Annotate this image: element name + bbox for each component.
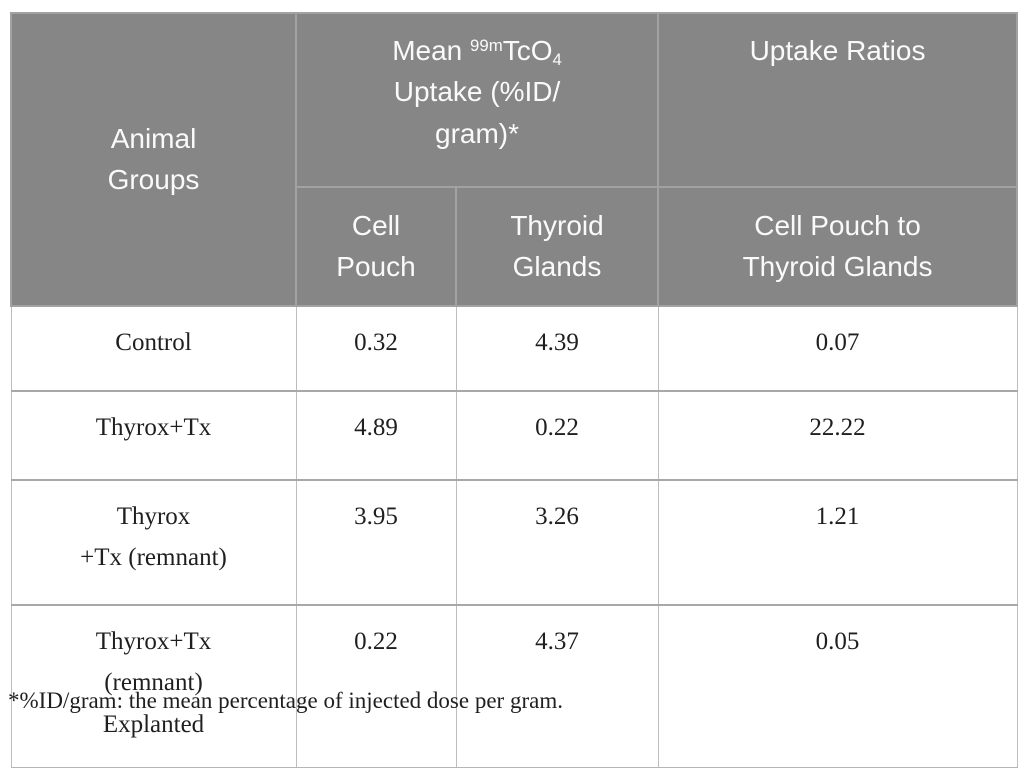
mean-uptake-line-3: gram)* [435,117,520,149]
uptake-table-figure: Animal Groups Mean 99mTcO4 Uptake (%ID/ … [10,12,1019,768]
col-header-thyroid-glands: Thyroid Glands [454,186,660,307]
uptake-ratio-value: 1.21 [657,479,1018,606]
table-row-thyrox-tx: Thyrox+Tx 4.89 0.22 22.22 [10,390,1018,481]
group-label: Control [10,305,297,392]
group-label: Thyrox+Tx (remnant) Explanted [10,604,297,768]
header-row-2: Cell Pouch Thyroid Glands Cell Pouch to … [11,186,1019,307]
thyroid-glands-value: 4.37 [455,604,659,768]
mean-uptake-line-1: Mean 99mTcO4 [303,30,651,71]
table-row-thyrox-tx-remnant: Thyrox +Tx (remnant) 3.95 3.26 1.21 [10,479,1018,606]
table-row-control: Control 0.32 4.39 0.07 [10,305,1018,392]
cell-pouch-value: 3.95 [295,479,457,606]
col-header-uptake-ratios: Uptake Ratios [657,12,1019,188]
table-footnote: *%ID/gram: the mean percentage of inject… [8,688,563,713]
mean-uptake-prefix: Mean [392,35,471,66]
cell-pouch-value: 0.32 [295,305,457,392]
group-label: Thyrox +Tx (remnant) [10,479,297,606]
compound-subscript: 4 [552,49,562,69]
thyroid-glands-value: 4.39 [455,305,659,392]
col-header-cell-pouch: Cell Pouch [295,186,457,307]
cell-pouch-value: 0.22 [295,604,457,768]
col-header-animal-groups: Animal Groups [10,12,297,307]
thyroid-glands-value: 3.26 [455,479,659,606]
mean-uptake-compound: TcO [502,35,553,66]
thyroid-glands-value: 0.22 [455,390,659,481]
uptake-ratio-value: 0.07 [657,305,1018,392]
table-row-thyrox-tx-remnant-explanted: Thyrox+Tx (remnant) Explanted 0.22 4.37 … [10,604,1018,768]
header-row-1: Animal Groups Mean 99mTcO4 Uptake (%ID/ … [10,12,1019,307]
uptake-ratio-value: 22.22 [657,390,1018,481]
table-body: Control 0.32 4.39 0.07 Thyrox+Tx 4.89 0.… [10,305,1018,768]
cell-pouch-value: 4.89 [295,390,457,481]
isotope-superscript: 99m [470,35,503,55]
group-label: Thyrox+Tx [10,390,297,481]
mean-uptake-line-2: Uptake (%ID/ [393,76,561,108]
col-header-cell-pouch-to-thyroid-glands: Cell Pouch to Thyroid Glands [657,186,1019,307]
table-header: Animal Groups Mean 99mTcO4 Uptake (%ID/ … [10,12,1019,307]
col-header-mean-uptake: Mean 99mTcO4 Uptake (%ID/ gram)* [294,12,660,188]
uptake-ratio-value: 0.05 [657,604,1018,768]
uptake-table: Animal Groups Mean 99mTcO4 Uptake (%ID/ … [10,12,1019,768]
